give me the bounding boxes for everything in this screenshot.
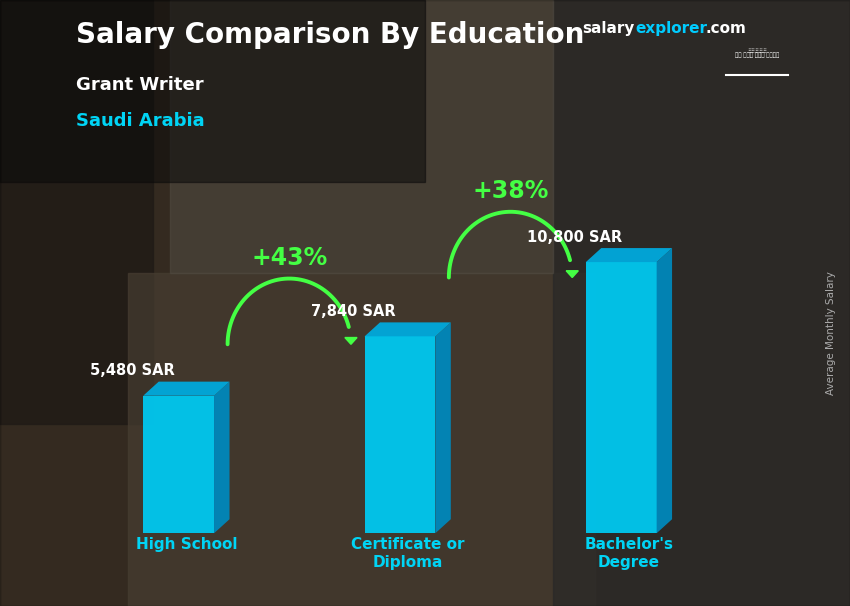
Polygon shape	[214, 382, 230, 533]
Text: Saudi Arabia: Saudi Arabia	[76, 112, 205, 130]
Polygon shape	[144, 382, 230, 396]
Text: Salary Comparison By Education: Salary Comparison By Education	[76, 21, 585, 49]
Bar	[552, 0, 850, 606]
Polygon shape	[345, 338, 357, 344]
Text: 10,800 SAR: 10,800 SAR	[527, 230, 622, 245]
Text: Grant Writer: Grant Writer	[76, 76, 204, 94]
Polygon shape	[586, 248, 672, 262]
Text: explorer: explorer	[636, 21, 708, 36]
Text: Certificate or
Diploma: Certificate or Diploma	[351, 538, 464, 570]
Text: +43%: +43%	[251, 246, 327, 270]
Bar	[365, 336, 435, 533]
Bar	[128, 273, 595, 606]
Text: Average Monthly Salary: Average Monthly Salary	[826, 271, 836, 395]
Bar	[144, 396, 214, 533]
Bar	[0, 0, 153, 424]
Bar	[170, 0, 552, 273]
Polygon shape	[656, 248, 672, 533]
Text: 7,840 SAR: 7,840 SAR	[311, 304, 396, 319]
Text: لا إله إلا الله: لا إله إلا الله	[734, 53, 779, 58]
Text: Bachelor's
Degree: Bachelor's Degree	[585, 538, 673, 570]
Text: ⠿⠿⠿⠿⠿: ⠿⠿⠿⠿⠿	[747, 49, 767, 55]
Text: +38%: +38%	[473, 179, 549, 203]
Text: 5,480 SAR: 5,480 SAR	[90, 363, 174, 378]
Polygon shape	[365, 322, 450, 336]
Bar	[586, 262, 656, 533]
Text: High School: High School	[136, 538, 237, 552]
Text: .com: .com	[706, 21, 746, 36]
Polygon shape	[435, 322, 450, 533]
Text: salary: salary	[582, 21, 635, 36]
Polygon shape	[566, 271, 578, 278]
Bar	[0, 0, 425, 182]
